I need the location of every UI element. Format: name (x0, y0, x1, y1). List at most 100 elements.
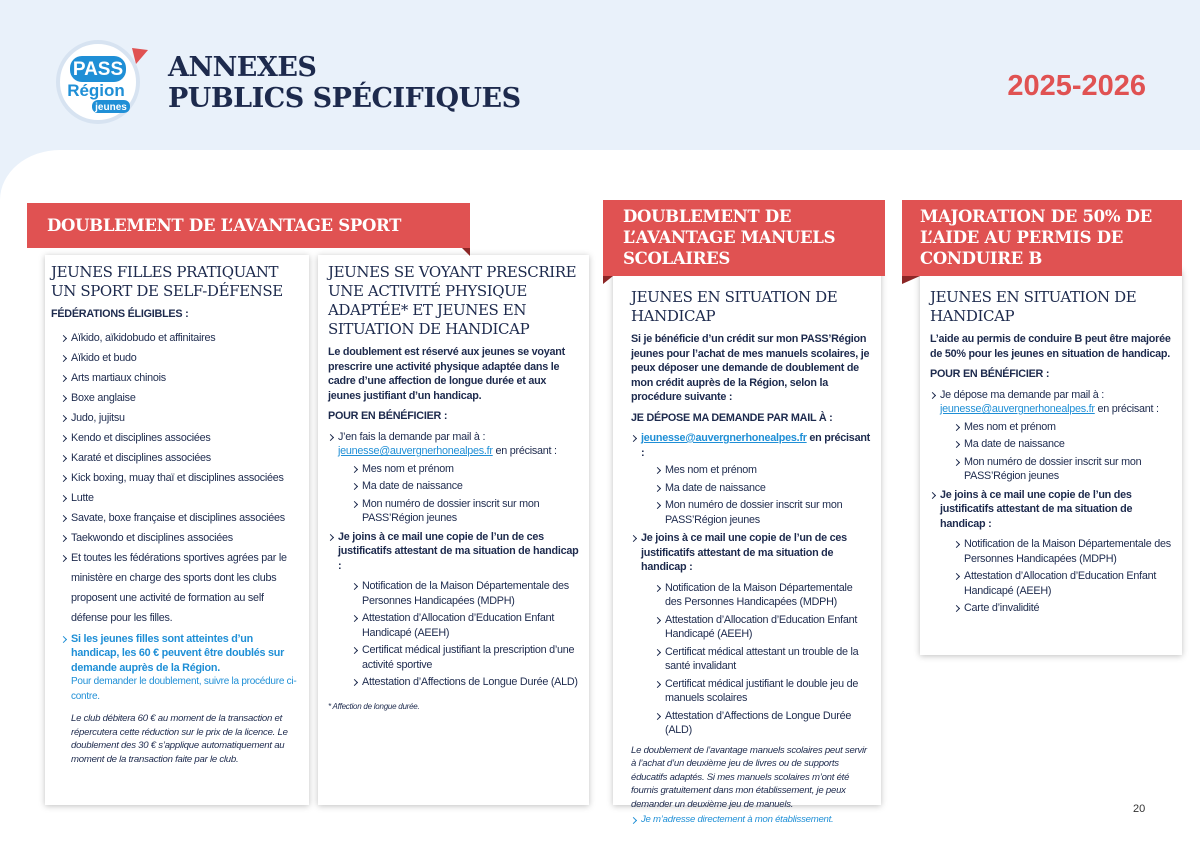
chevron (952, 458, 961, 466)
chevron (59, 414, 68, 422)
title-line: PUBLICS SPÉCIFIQUES (168, 83, 521, 114)
footnote: * Affection de longue durée. (328, 701, 420, 711)
chevron (928, 491, 937, 499)
list-item: Aïkido et budo (51, 348, 299, 368)
sub-item: Certificat médical justifiant la prescri… (338, 643, 579, 672)
step-text: Je joins à ce mail une copie de l’un des… (940, 488, 1133, 530)
item-text: Judo, jujitsu (71, 411, 125, 424)
subheading: FÉDÉRATIONS ÉLIGIBLES : (51, 308, 189, 320)
subheading: POUR EN BÉNÉFICIER : (328, 410, 448, 422)
highlight-text: Si les jeunes filles sont atteintes d’un… (71, 632, 285, 674)
item-text: Kendo et disciplines associées (71, 431, 211, 444)
sub-item: Ma date de naissance (641, 481, 871, 496)
item-text: Mes nom et prénom (665, 464, 757, 476)
item-text: Kick boxing, muay thaï et disciplines as… (71, 471, 284, 484)
chevron (59, 394, 68, 402)
step-line: Je joins à ce mail une copie de l’un de … (641, 531, 871, 575)
sub-item: Notification de la Maison Départementale… (940, 537, 1172, 566)
step-text: Je joins à ce mail une copie de l’un de … (338, 530, 579, 572)
chevron (59, 534, 68, 542)
item-text: Notification de la Maison Départementale… (964, 538, 1171, 565)
chevron (59, 635, 68, 643)
logo-accent (132, 48, 148, 64)
item-text: Attestation d’Allocation d’Education Enf… (362, 612, 555, 639)
list-item: Lutte (51, 488, 299, 508)
chevron (350, 482, 359, 491)
logo-text: Région (67, 81, 125, 100)
card: JEUNES FILLES PRATIQUANT UN SPORT DE SEL… (45, 255, 309, 805)
sub-item: Notification de la Maison Départementale… (338, 579, 579, 608)
chevron (326, 533, 335, 541)
chevron (653, 584, 662, 592)
item-text: Boxe anglaise (71, 391, 136, 404)
chevron (350, 582, 359, 591)
item-text: Karaté et disciplines associées (71, 451, 211, 464)
chevron (653, 616, 662, 624)
page-title: ANNEXES PUBLICS SPÉCIFIQUES (168, 52, 521, 114)
item-text: Attestation d’Allocation d’Education Enf… (665, 613, 858, 641)
card-heading: JEUNES EN SITUATION DE HANDICAP (631, 288, 838, 325)
chevron (59, 494, 68, 502)
sub-item: Mes nom et prénom (940, 420, 1172, 435)
email-link[interactable]: jeunesse@auvergnerhonealpes.fr (641, 432, 807, 444)
subheading: POUR EN BÉNÉFICIER : (930, 368, 1050, 380)
card-heading: JEUNES SE VOYANT PRESCRIRE UNE ACTIVITÉ … (328, 263, 577, 338)
note: Le club débitera 60 € au moment de la tr… (71, 713, 288, 765)
logo-pill (92, 100, 130, 113)
list-item: Savate, boxe française et disciplines as… (51, 508, 299, 528)
banner: DOUBLEMENT DE L’AVANTAGE SPORT (27, 203, 470, 248)
item-text: Ma date de naissance (362, 480, 463, 492)
sub-item: Attestation d’Allocation d’Education Enf… (641, 613, 871, 642)
chevron (59, 354, 68, 362)
list-item: Aïkido, aïkidobudo et affinitaires (51, 328, 299, 348)
item-text: Mon numéro de dossier inscrit sur mon PA… (665, 499, 843, 526)
highlight: Si les jeunes filles sont atteintes d’un… (51, 632, 299, 676)
step-text: Je dépose ma demande par mail à : (940, 388, 1104, 401)
chevron (629, 434, 638, 443)
step-text: Je joins à ce mail une copie de l’un de … (641, 532, 847, 573)
item-text: Attestation d’Allocation d’Education Enf… (964, 570, 1157, 597)
item-text: Notification de la Maison Départementale… (665, 581, 853, 609)
list-item: Kick boxing, muay thaï et disciplines as… (51, 468, 299, 488)
sub-item: Attestation d’Allocation d’Education Enf… (940, 569, 1172, 598)
item-text: Attestation d’Affections de Longue Durée… (665, 709, 852, 737)
card: JEUNES SE VOYANT PRESCRIRE UNE ACTIVITÉ … (318, 255, 589, 805)
chevron (653, 680, 662, 688)
card-heading: JEUNES EN SITUATION DE HANDICAP (930, 288, 1137, 325)
step-text: en précisant : (641, 432, 871, 459)
list-item: Arts martiaux chinois (51, 368, 299, 388)
sub-list: Notification de la Maison Départementale… (940, 537, 1172, 616)
item-text: Arts martiaux chinois (71, 371, 166, 384)
sub-list: Notification de la Maison Départementale… (338, 579, 579, 690)
sub-list: Mes nom et prénom Ma date de naissance Mon… (338, 462, 579, 526)
sub-item: Notification de la Maison Départementale… (641, 581, 871, 610)
chevron (629, 816, 638, 825)
chevron (653, 501, 662, 510)
title-line: ANNEXES (168, 52, 317, 83)
chevron (59, 454, 68, 462)
item-text: Ma date de naissance (665, 481, 766, 494)
page-number: 20 (1133, 803, 1146, 815)
card: JEUNES EN SITUATION DE HANDICAP L’aide au… (920, 270, 1182, 655)
email-link[interactable]: jeunesse@auvergnerhonealpes.fr (940, 403, 1095, 415)
email-link[interactable]: jeunesse@auvergnerhonealpes.fr (338, 445, 493, 457)
banner: MAJORATION DE 50% DE L’AIDE AU PERMIS DE… (902, 200, 1182, 276)
item-text: Mon numéro de dossier inscrit sur mon PA… (362, 497, 540, 525)
sub-list: Notification de la Maison Départementale… (641, 581, 871, 738)
step: Je joins à ce mail une copie de l’un de … (629, 531, 871, 738)
item-text: Mes nom et prénom (964, 420, 1056, 433)
sub-item: Mon numéro de dossier inscrit sur mon PA… (940, 455, 1172, 484)
item-text: Aïkido, aïkidobudo et affinitaires (71, 331, 216, 344)
link: Je m’adresse directement à mon établisse… (629, 813, 871, 828)
link-text[interactable]: Je m’adresse directement à mon établisse… (641, 814, 834, 825)
item-text: Certificat médical attestant un trouble … (665, 645, 859, 673)
logo-text: PASS (73, 59, 123, 80)
list-item: Taekwondo et disciplines associées (51, 528, 299, 548)
banner-fold (603, 276, 613, 284)
step: Je dépose ma demande par mail à : jeuness… (928, 388, 1172, 484)
step-line: jeunesse@auvergnerhonealpes.fr en précis… (641, 431, 871, 460)
item-text: Attestation d’Affections de Longue Durée… (362, 676, 578, 688)
sub-list: Mes nom et prénom Ma date de naissance Mon… (641, 463, 871, 527)
logo-badge (70, 56, 126, 82)
